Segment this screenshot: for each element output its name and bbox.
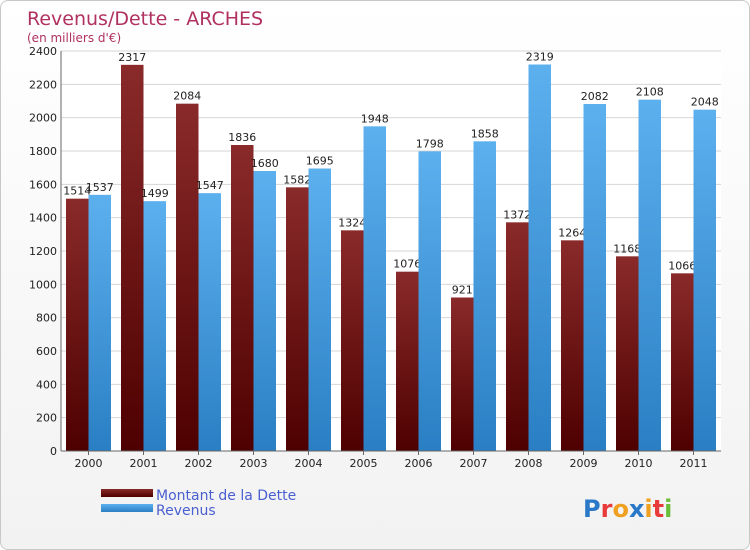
x-tick-label: 2003 <box>240 457 268 470</box>
bar-debt <box>176 103 199 452</box>
x-tick-label: 2005 <box>350 457 378 470</box>
bar-debt <box>66 198 89 451</box>
legend-swatch-revenus <box>101 504 153 512</box>
bar-revenus <box>363 126 386 451</box>
data-label: 1537 <box>86 181 114 194</box>
legend: Montant de la Dette Revenus <box>101 488 296 519</box>
data-label: 2084 <box>173 90 201 103</box>
bar-revenus <box>693 109 716 452</box>
data-label: 1168 <box>613 242 641 255</box>
bar-debt <box>561 240 584 451</box>
data-label: 1264 <box>558 226 586 239</box>
bar-debt <box>286 187 309 452</box>
bar-revenus <box>143 201 166 451</box>
data-label: 1076 <box>393 258 421 271</box>
y-tick-label: 1400 <box>29 212 57 225</box>
bar-revenus <box>253 171 276 451</box>
bar-debt <box>396 271 419 451</box>
bar-revenus <box>418 151 441 452</box>
x-tick-label: 2006 <box>405 457 433 470</box>
y-tick-label: 1000 <box>29 278 57 291</box>
bar-debt <box>616 256 639 451</box>
data-label: 1499 <box>141 187 169 200</box>
data-label: 1547 <box>196 179 224 192</box>
bar-debt <box>341 230 364 451</box>
x-tick-label: 2002 <box>185 457 213 470</box>
data-label: 1372 <box>503 208 531 221</box>
bar-revenus <box>473 141 496 452</box>
x-tick-label: 2009 <box>570 457 598 470</box>
bar-debt <box>506 222 529 451</box>
data-label: 1798 <box>416 137 444 150</box>
data-label: 2317 <box>118 51 146 64</box>
x-tick-label: 2004 <box>295 457 323 470</box>
data-label: 1324 <box>338 216 366 229</box>
bar-revenus <box>583 104 606 451</box>
y-tick-label: 0 <box>50 445 57 458</box>
data-label: 1514 <box>63 185 91 198</box>
y-tick-label: 2000 <box>29 112 57 125</box>
proxiti-logo: Proxiti <box>583 495 672 523</box>
bar-debt <box>121 64 144 452</box>
x-tick-label: 2011 <box>680 457 708 470</box>
y-tick-label: 600 <box>36 345 57 358</box>
data-label: 1695 <box>306 155 334 168</box>
y-tick-label: 1600 <box>29 178 57 191</box>
y-tick-label: 400 <box>36 378 57 391</box>
bar-debt <box>231 145 254 451</box>
bar-debt <box>451 297 474 451</box>
bar-revenus <box>528 64 551 451</box>
data-label: 2048 <box>691 96 719 109</box>
logo-text: Proxiti <box>583 495 672 523</box>
data-label: 1948 <box>361 112 389 125</box>
x-tick-label: 2010 <box>625 457 653 470</box>
data-label: 1836 <box>228 131 256 144</box>
legend-label-debt: Montant de la Dette <box>156 488 296 504</box>
data-label: 1582 <box>283 173 311 186</box>
bar-revenus <box>88 194 111 452</box>
y-tick-label: 2200 <box>29 78 57 91</box>
bar-revenus <box>308 168 331 451</box>
bar-revenus <box>638 99 661 452</box>
x-tick-label: 2008 <box>515 457 543 470</box>
data-label: 1858 <box>471 127 499 140</box>
y-tick-label: 800 <box>36 312 57 325</box>
y-tick-label: 1800 <box>29 145 57 158</box>
data-label: 1066 <box>668 259 696 272</box>
grid <box>61 50 721 452</box>
axes: 0 200 400 600 800 1000 1200 1400 1600 1800 2000 220… <box>29 45 721 470</box>
data-label: 2319 <box>526 51 554 64</box>
bar-revenus <box>198 193 221 451</box>
y-tick-label: 1200 <box>29 245 57 258</box>
bar-debt <box>671 273 694 451</box>
x-tick-label: 2001 <box>130 457 158 470</box>
chart-subtitle: (en milliers d'€) <box>27 31 121 45</box>
data-label: 2108 <box>636 86 664 99</box>
y-tick-label: 2400 <box>29 45 57 58</box>
y-tick-label: 200 <box>36 412 57 425</box>
x-tick-label: 2007 <box>460 457 488 470</box>
data-label: 921 <box>452 284 473 297</box>
data-label: 1680 <box>251 157 279 170</box>
x-tick-label: 2000 <box>75 457 103 470</box>
chart-title: Revenus/Dette - ARCHES <box>27 8 263 30</box>
legend-swatch-debt <box>101 489 153 497</box>
legend-label-revenus: Revenus <box>156 503 216 519</box>
data-label: 2082 <box>581 90 609 103</box>
